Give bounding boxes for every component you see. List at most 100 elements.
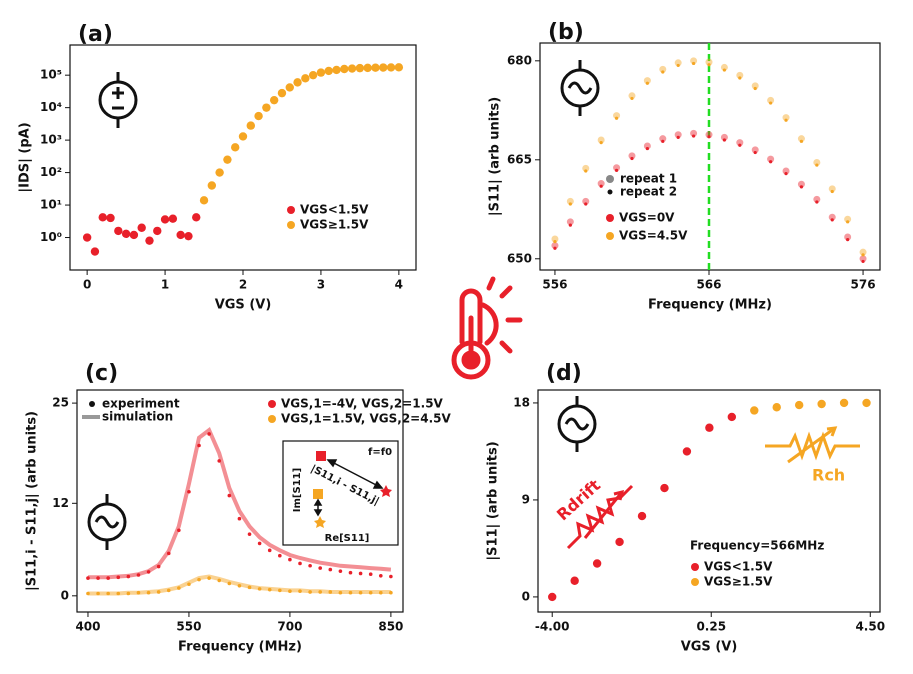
point — [846, 220, 850, 224]
point — [116, 575, 121, 580]
point — [257, 541, 262, 546]
legend-label: simulation — [102, 410, 173, 424]
legend-label: VGS≥1.5V — [300, 218, 369, 232]
point — [707, 135, 711, 139]
inset-title: f=f0 — [368, 447, 392, 458]
point — [86, 591, 90, 596]
point — [839, 398, 849, 408]
point — [844, 233, 852, 241]
y-tick-label: 10⁰ — [40, 230, 62, 244]
point — [348, 590, 353, 595]
point — [332, 65, 341, 75]
legend-label: VGS,1=-4V, VGS,2=1.5V — [281, 397, 444, 411]
point — [582, 197, 590, 205]
y-tick-label: 650 — [507, 251, 532, 265]
point — [691, 134, 696, 138]
point — [566, 197, 574, 205]
point — [301, 74, 310, 83]
point — [121, 229, 131, 239]
x-tick-label: 850 — [378, 620, 403, 634]
x-axis-label: VGS (V) — [215, 298, 272, 313]
point — [267, 587, 272, 592]
point — [394, 63, 404, 72]
inset-x-label: Re[S11] — [325, 533, 370, 544]
point — [794, 400, 804, 410]
point — [582, 164, 590, 172]
point — [227, 581, 232, 586]
panel-label: (c) — [85, 361, 118, 386]
x-tick-label: 1 — [161, 278, 169, 292]
point — [318, 590, 323, 594]
point — [615, 537, 624, 547]
point — [199, 196, 209, 205]
y-tick-label: 9 — [522, 492, 530, 506]
point — [751, 82, 759, 90]
point — [861, 259, 865, 264]
point — [340, 64, 349, 74]
point — [782, 167, 790, 175]
point — [247, 585, 252, 590]
thermometer-icon — [451, 276, 523, 380]
point — [828, 185, 836, 193]
point — [146, 590, 151, 595]
legend-marker — [268, 400, 276, 408]
point — [318, 566, 323, 570]
x-axis-label: VGS (V) — [681, 640, 738, 655]
point — [96, 591, 100, 596]
point — [368, 590, 373, 595]
point — [114, 226, 123, 236]
point — [707, 63, 711, 67]
point — [690, 57, 698, 65]
point — [736, 139, 744, 147]
point — [738, 143, 742, 147]
point — [288, 557, 292, 562]
x-tick-label: 4 — [395, 278, 403, 292]
point — [116, 591, 121, 596]
ac-source-icon — [557, 396, 597, 452]
point — [614, 116, 619, 120]
point — [551, 242, 559, 250]
point — [328, 590, 333, 594]
legend-label: VGS<1.5V — [300, 203, 369, 217]
point — [551, 235, 559, 243]
y-tick-label: 25 — [52, 396, 69, 410]
point — [676, 63, 680, 68]
point — [156, 564, 161, 569]
annotation: Rch — [812, 466, 845, 485]
legend-marker — [606, 214, 614, 222]
point — [862, 398, 871, 408]
point — [267, 548, 272, 553]
x-tick-label: 556 — [542, 278, 567, 292]
y-tick-label: 680 — [507, 53, 532, 67]
point — [830, 189, 834, 194]
point — [645, 146, 649, 151]
point — [861, 253, 865, 257]
channel-resistor — [765, 426, 860, 464]
point — [254, 111, 263, 121]
legend-marker — [287, 206, 295, 214]
x-axis-label: Frequency (MHz) — [648, 298, 772, 313]
legend-marker — [606, 175, 614, 183]
point — [553, 240, 557, 244]
point — [782, 114, 790, 122]
point — [126, 574, 131, 579]
point — [223, 155, 232, 164]
x-tick-label: 2 — [239, 278, 247, 292]
plot-frame — [69, 44, 417, 271]
point — [86, 576, 90, 580]
point — [566, 218, 574, 226]
point — [217, 578, 222, 583]
point — [176, 230, 185, 240]
y-tick-label: 0 — [522, 589, 530, 603]
y-tick-label: 10³ — [40, 133, 62, 147]
y-axis-label: |S11| (arb units) — [486, 441, 501, 560]
point — [192, 213, 201, 222]
point — [570, 576, 579, 585]
point — [799, 139, 804, 143]
point — [767, 96, 775, 104]
ac-source-icon — [560, 60, 600, 116]
point — [126, 591, 131, 596]
y-tick-label: 10⁵ — [40, 68, 62, 82]
point — [98, 213, 107, 222]
